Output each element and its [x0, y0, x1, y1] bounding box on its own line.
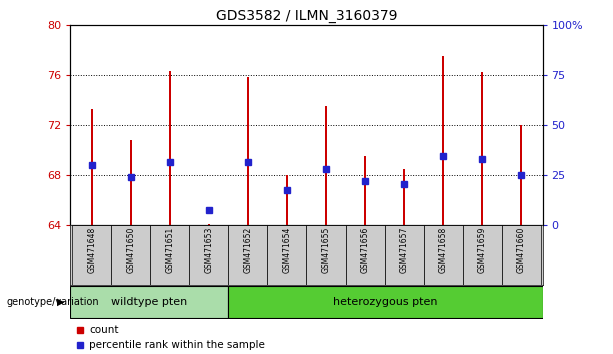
Text: ▶: ▶ [57, 297, 64, 307]
Text: GSM471648: GSM471648 [88, 227, 96, 273]
Bar [129, 140, 132, 225]
Text: GSM471657: GSM471657 [400, 227, 408, 273]
Bar [229, 225, 267, 285]
Bar [267, 225, 306, 285]
Bar [325, 106, 327, 225]
Bar [501, 225, 541, 285]
Bar [424, 225, 463, 285]
Bar [384, 225, 424, 285]
Bar [481, 72, 484, 225]
Bar [70, 286, 229, 318]
Text: wildtype pten: wildtype pten [112, 297, 188, 307]
Bar [346, 225, 384, 285]
Text: genotype/variation: genotype/variation [6, 297, 99, 307]
Text: GSM471654: GSM471654 [283, 227, 292, 273]
Bar [150, 225, 189, 285]
Text: GSM471653: GSM471653 [205, 227, 213, 273]
Bar [286, 175, 288, 225]
Text: GSM471659: GSM471659 [478, 227, 487, 273]
Bar [112, 225, 150, 285]
Bar [169, 71, 171, 225]
Bar [463, 225, 501, 285]
Bar [403, 169, 405, 225]
Bar [246, 77, 249, 225]
Bar [520, 125, 522, 225]
Text: count: count [89, 325, 119, 335]
Text: GSM471651: GSM471651 [166, 227, 175, 273]
Bar [91, 109, 93, 225]
Text: GSM471658: GSM471658 [438, 227, 447, 273]
Text: GSM471655: GSM471655 [321, 227, 330, 273]
Bar [189, 225, 229, 285]
Bar [72, 225, 112, 285]
Bar [208, 223, 210, 225]
Text: GSM471650: GSM471650 [126, 227, 135, 273]
Text: GSM471652: GSM471652 [243, 227, 253, 273]
Bar [306, 225, 346, 285]
Text: GDS3582 / ILMN_3160379: GDS3582 / ILMN_3160379 [216, 9, 397, 23]
Text: GSM471660: GSM471660 [517, 227, 525, 273]
Bar [364, 156, 367, 225]
Text: heterozygous pten: heterozygous pten [333, 297, 438, 307]
Text: percentile rank within the sample: percentile rank within the sample [89, 340, 265, 350]
Bar [229, 286, 543, 318]
Bar [441, 56, 444, 225]
Text: GSM471656: GSM471656 [360, 227, 370, 273]
